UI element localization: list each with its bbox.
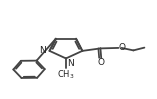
Text: N: N bbox=[68, 59, 74, 68]
Text: CH$_3$: CH$_3$ bbox=[57, 69, 75, 81]
Text: N: N bbox=[39, 46, 46, 55]
Text: O: O bbox=[119, 43, 126, 52]
Text: O: O bbox=[98, 58, 105, 67]
